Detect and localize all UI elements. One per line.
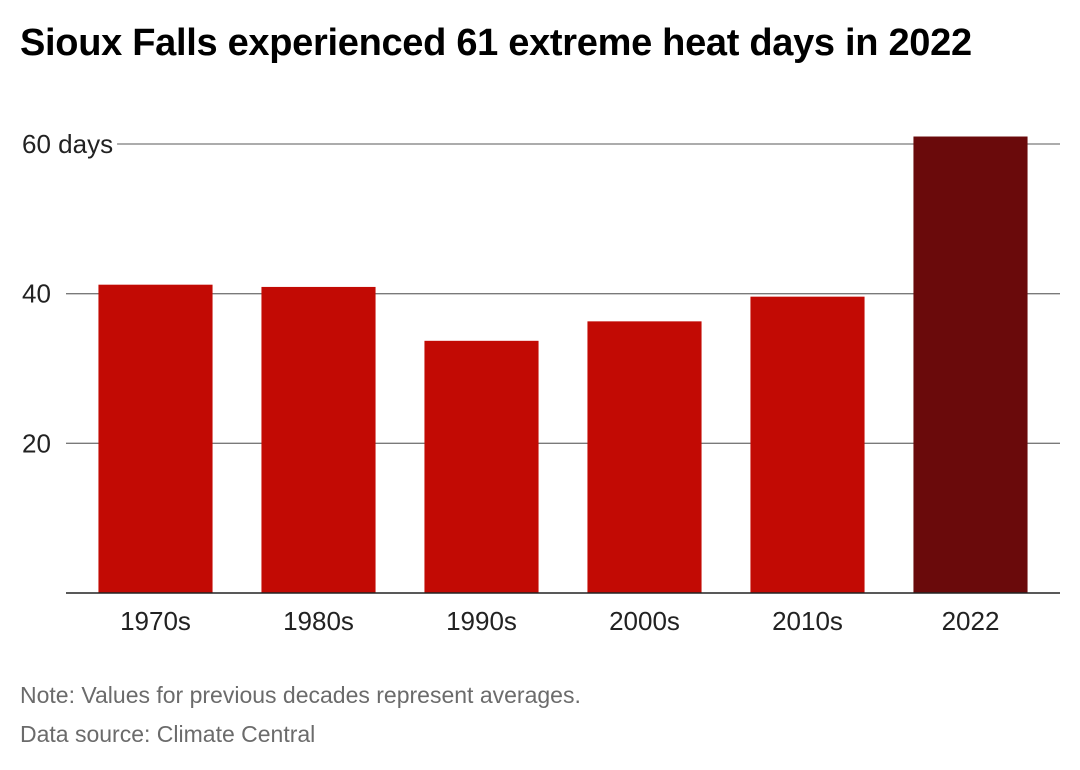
data-source: Data source: Climate Central xyxy=(20,721,316,747)
bar-2022 xyxy=(913,136,1028,593)
x-tick-label: 1970s xyxy=(120,606,191,636)
x-tick-label: 1990s xyxy=(446,606,517,636)
x-tick-label: 1980s xyxy=(283,606,354,636)
bar-1980s xyxy=(261,286,376,593)
x-tick-label: 2000s xyxy=(609,606,680,636)
bar-1990s xyxy=(424,340,539,593)
bar-chart: 20 40 60 days 1970s 1980s 1990s 2000s 2010s 2022 xyxy=(22,129,1060,636)
chart-note: Note: Values for previous decades repres… xyxy=(20,682,581,708)
bar-1970s xyxy=(98,284,213,593)
y-tick-label: 20 xyxy=(22,428,51,458)
y-tick-label: 40 xyxy=(22,279,51,309)
x-tick-label: 2010s xyxy=(772,606,843,636)
bar-2010s xyxy=(750,296,865,593)
bar-2000s xyxy=(587,321,702,593)
chart-title: Sioux Falls experienced 61 extreme heat … xyxy=(20,22,972,64)
y-tick-label: 60 days xyxy=(22,129,113,159)
x-tick-label: 2022 xyxy=(942,606,1000,636)
